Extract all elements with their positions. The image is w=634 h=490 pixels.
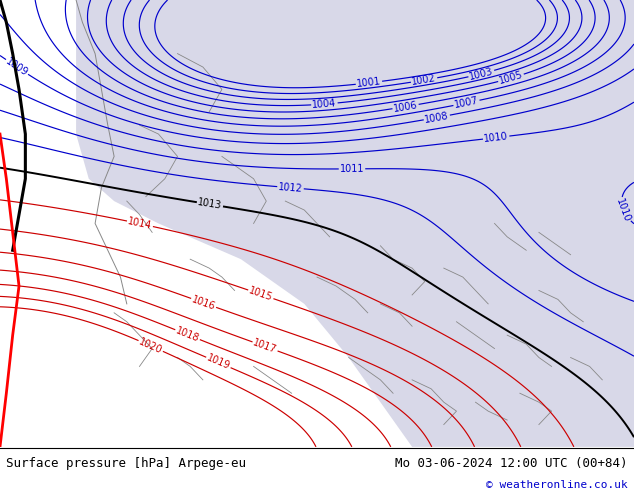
Text: 1008: 1008 xyxy=(424,110,450,124)
Text: 1007: 1007 xyxy=(453,96,479,110)
Text: 1004: 1004 xyxy=(312,98,337,110)
Text: © weatheronline.co.uk: © weatheronline.co.uk xyxy=(486,480,628,490)
Text: 1016: 1016 xyxy=(190,294,217,312)
Text: 1011: 1011 xyxy=(340,164,365,174)
Polygon shape xyxy=(76,0,634,447)
Text: 1002: 1002 xyxy=(411,73,437,87)
Text: 1010: 1010 xyxy=(614,197,632,223)
Text: 1013: 1013 xyxy=(197,197,223,211)
Text: 1017: 1017 xyxy=(252,338,278,355)
Text: 1020: 1020 xyxy=(138,336,164,355)
Text: 1012: 1012 xyxy=(278,182,303,194)
Text: Mo 03-06-2024 12:00 UTC (00+84): Mo 03-06-2024 12:00 UTC (00+84) xyxy=(395,457,628,470)
Text: Surface pressure [hPa] Arpege-eu: Surface pressure [hPa] Arpege-eu xyxy=(6,457,247,470)
Text: 1006: 1006 xyxy=(392,99,418,114)
Text: 1003: 1003 xyxy=(469,66,495,81)
Text: 1009: 1009 xyxy=(4,56,30,78)
Text: 1005: 1005 xyxy=(498,70,524,86)
Text: 1018: 1018 xyxy=(174,325,201,344)
Text: 1015: 1015 xyxy=(247,286,274,303)
Text: 1010: 1010 xyxy=(484,131,509,144)
Text: 1014: 1014 xyxy=(127,216,153,231)
Text: 1001: 1001 xyxy=(356,76,382,89)
Text: 1019: 1019 xyxy=(205,353,231,372)
